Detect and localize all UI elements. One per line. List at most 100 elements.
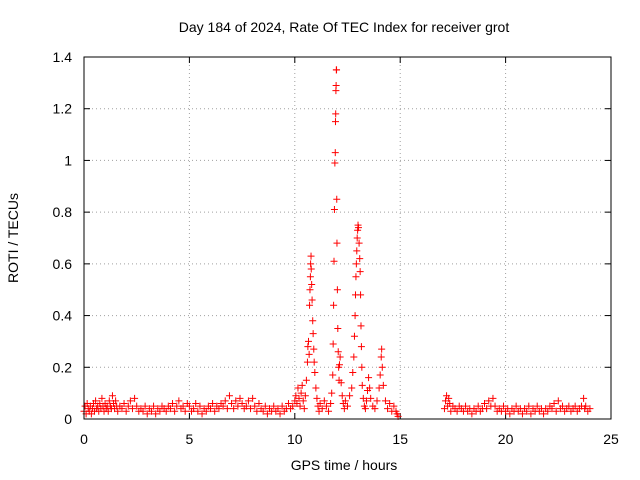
data-point (348, 384, 356, 392)
data-point (251, 402, 259, 410)
y-tick-label: 1.2 (53, 101, 73, 117)
plot-frame (83, 56, 612, 420)
data-point (332, 110, 340, 118)
data-point (377, 353, 385, 361)
data-point (330, 206, 338, 214)
data-point (211, 407, 219, 415)
data-point (247, 405, 255, 413)
data-point (344, 402, 351, 410)
data-point (114, 407, 122, 415)
data-point (335, 361, 343, 369)
data-point (332, 81, 340, 89)
data-point (179, 402, 187, 410)
data-point (198, 410, 206, 418)
data-point (209, 399, 217, 407)
data-points (80, 66, 594, 420)
data-point (334, 348, 342, 356)
data-point (353, 247, 361, 255)
data-point (390, 402, 398, 410)
data-point (303, 358, 311, 366)
data-point (358, 381, 366, 389)
data-point (301, 392, 309, 400)
data-point (143, 410, 151, 418)
data-point (331, 159, 339, 167)
axis-ticks: 0 5 10 15 20 25 0 0.2 0.4 0.6 0.8 1 1.2 1.4 (53, 49, 619, 447)
data-point (300, 405, 308, 413)
data-point (485, 397, 493, 405)
data-point (294, 384, 302, 392)
data-point (310, 358, 318, 366)
data-point (481, 399, 489, 407)
data-point (313, 394, 321, 402)
data-point (276, 410, 284, 418)
data-point (307, 260, 315, 268)
data-point (341, 397, 349, 405)
data-point (270, 402, 278, 410)
data-point (305, 350, 313, 358)
data-point (523, 407, 531, 415)
y-tick-label: 0.2 (53, 359, 73, 375)
data-point (350, 353, 358, 361)
data-point (489, 394, 497, 402)
data-point (373, 397, 381, 405)
data-point (202, 407, 210, 415)
data-point (491, 402, 499, 410)
data-point (333, 239, 341, 247)
x-tick-label: 20 (498, 431, 514, 447)
data-point (133, 402, 141, 410)
grid-lines (84, 57, 611, 419)
data-point (320, 397, 328, 405)
y-tick-label: 0 (64, 411, 72, 427)
data-point (309, 330, 317, 338)
data-point (236, 394, 244, 402)
data-point (297, 389, 305, 397)
y-tick-label: 0.8 (53, 204, 73, 220)
y-tick-label: 1 (64, 152, 72, 168)
data-point (361, 405, 369, 413)
data-point (156, 407, 164, 415)
data-point (571, 402, 579, 410)
data-point (330, 301, 338, 309)
x-tick-label: 0 (80, 431, 88, 447)
data-point (333, 286, 341, 294)
data-point (234, 402, 242, 410)
data-point (357, 291, 365, 299)
data-point (352, 260, 360, 268)
data-point (376, 371, 384, 379)
data-point (185, 402, 193, 410)
data-point (128, 405, 136, 413)
y-tick-label: 1.4 (53, 49, 73, 65)
data-point (259, 407, 267, 415)
data-point (289, 402, 297, 410)
data-point (483, 405, 491, 413)
data-point (249, 394, 257, 402)
data-point (310, 345, 318, 353)
data-point (244, 397, 252, 405)
data-point (169, 399, 177, 407)
data-point (447, 407, 455, 415)
data-point (367, 394, 375, 402)
data-point (190, 405, 198, 413)
data-point (506, 410, 514, 418)
data-point (378, 345, 386, 353)
data-point (355, 239, 363, 247)
data-point (126, 397, 134, 405)
data-point (322, 402, 330, 410)
data-point (306, 286, 314, 294)
data-point (223, 405, 231, 413)
data-point (325, 407, 333, 415)
data-point (356, 255, 364, 263)
data-point (150, 402, 158, 410)
data-point (141, 402, 149, 410)
data-point (582, 402, 590, 410)
data-point (333, 66, 341, 74)
data-point (173, 402, 181, 410)
data-point (499, 402, 507, 410)
data-point (357, 322, 365, 330)
data-point (305, 337, 313, 345)
data-point (274, 405, 282, 413)
data-point (468, 410, 476, 418)
data-point (353, 234, 361, 242)
data-point (366, 384, 374, 392)
